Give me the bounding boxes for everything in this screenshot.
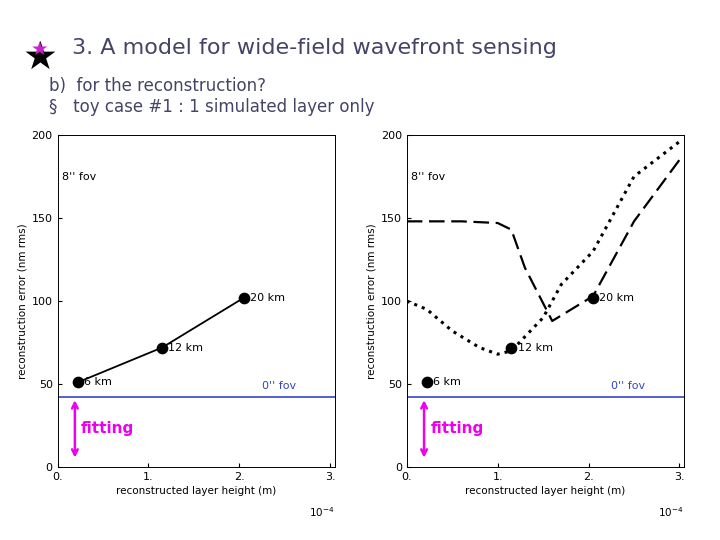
Text: $10^{-4}$: $10^{-4}$ [658, 505, 684, 519]
Point [421, 378, 433, 387]
Text: 8'' fov: 8'' fov [62, 172, 96, 181]
Text: 3. A model for wide-field wavefront sensing: 3. A model for wide-field wavefront sens… [72, 38, 557, 58]
Text: ★: ★ [31, 40, 48, 59]
Y-axis label: reconstruction error (nm rms): reconstruction error (nm rms) [366, 223, 377, 379]
Text: §   toy case #1 : 1 simulated layer only: § toy case #1 : 1 simulated layer only [49, 98, 374, 116]
Point [72, 378, 84, 387]
Text: fitting: fitting [431, 421, 484, 436]
Text: 8'' fov: 8'' fov [411, 172, 446, 181]
X-axis label: reconstructed layer height (m): reconstructed layer height (m) [116, 486, 276, 496]
Point [505, 343, 517, 352]
Text: 0'' fov: 0'' fov [611, 381, 645, 391]
Text: fitting: fitting [81, 421, 135, 436]
Text: 6 km: 6 km [433, 377, 461, 387]
Y-axis label: reconstruction error (nm rms): reconstruction error (nm rms) [17, 223, 27, 379]
Text: 0'' fov: 0'' fov [262, 381, 296, 391]
Text: $10^{-4}$: $10^{-4}$ [309, 505, 335, 519]
Text: ★: ★ [22, 39, 57, 77]
X-axis label: reconstructed layer height (m): reconstructed layer height (m) [465, 486, 626, 496]
Point [238, 293, 250, 302]
Point [156, 343, 168, 352]
Text: 12 km: 12 km [168, 342, 204, 353]
Text: 12 km: 12 km [518, 342, 553, 353]
Text: b)  for the reconstruction?: b) for the reconstruction? [49, 77, 266, 94]
Text: 6 km: 6 km [84, 377, 112, 387]
Text: 20 km: 20 km [600, 293, 634, 303]
Text: 20 km: 20 km [251, 293, 285, 303]
Point [588, 293, 599, 302]
